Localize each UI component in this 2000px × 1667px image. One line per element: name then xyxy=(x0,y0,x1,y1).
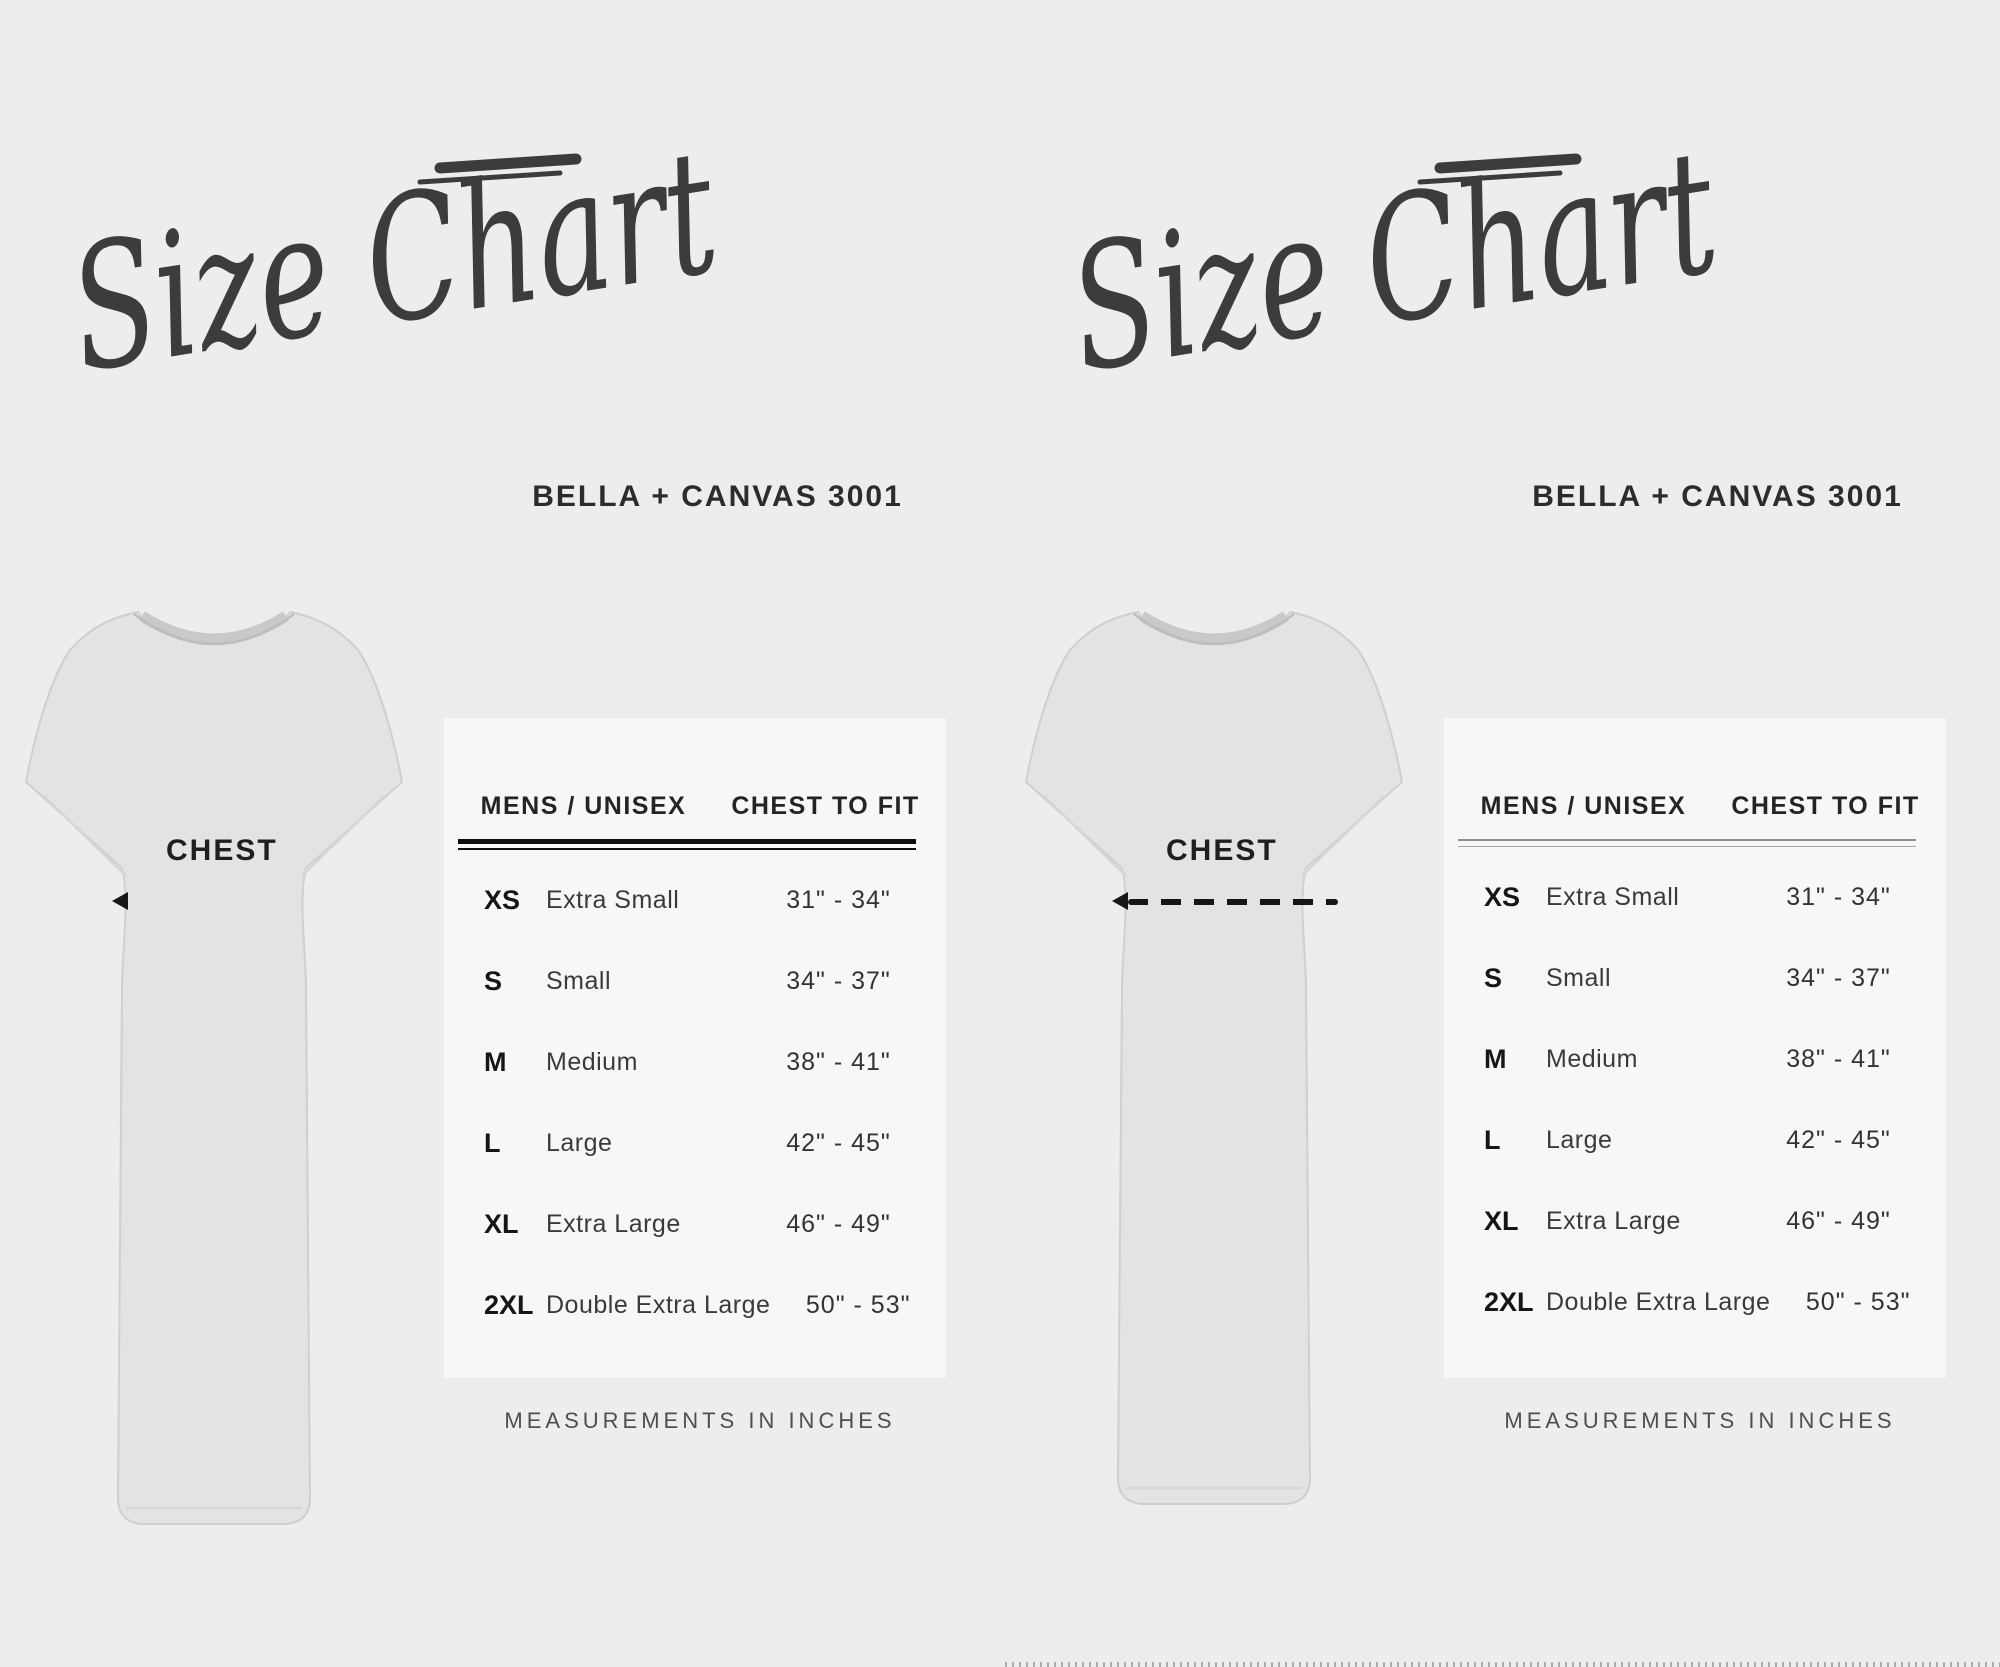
chest-range: 46" - 49" xyxy=(1786,1207,1891,1235)
size-table-header: MENS / UNISEX CHEST TO FIT xyxy=(444,718,946,821)
measurements-footnote: MEASUREMENTS IN INCHES xyxy=(504,1408,896,1433)
tshirt-sleeve-seam-left xyxy=(43,795,127,877)
script-title-text: Size Chart xyxy=(58,111,730,411)
tshirt-sleeve-seam-left xyxy=(1043,795,1127,877)
brand-heading: BELLA + CANVAS 3001 xyxy=(1532,480,1903,513)
table-row: M Medium 38" - 41" xyxy=(1444,1019,1946,1100)
chest-range: 38" - 41" xyxy=(786,1048,891,1076)
t-crossbar-stroke-2 xyxy=(1417,170,1563,185)
tshirt-sleeve-seam-right xyxy=(1301,795,1385,877)
tshirt-sleeve-seam-right xyxy=(301,795,385,877)
column-header-chest-to-fit: CHEST TO FIT xyxy=(731,792,920,820)
size-name: Medium xyxy=(1546,1045,1638,1073)
table-row: S Small 34" - 37" xyxy=(444,941,946,1022)
tshirt-silhouette xyxy=(1024,610,1404,1505)
table-row: XS Extra Small 31" - 34" xyxy=(1444,857,1946,938)
size-name: Small xyxy=(1546,964,1612,992)
size-abbr: M xyxy=(1484,1044,1507,1074)
size-abbr: XL xyxy=(1484,1206,1519,1236)
size-table-rows: XS Extra Small 31" - 34" S Small 34" - 37" M Me… xyxy=(444,860,946,1346)
table-row: XL Extra Large 46" - 49" xyxy=(1444,1181,1946,1262)
header-divider xyxy=(458,839,916,850)
column-header-chest-to-fit: CHEST TO FIT xyxy=(1731,792,1920,820)
size-abbr: XS xyxy=(1484,882,1521,912)
size-abbr: S xyxy=(1484,963,1503,993)
chest-label: CHEST xyxy=(1166,834,1278,867)
chest-arrow-icon xyxy=(1112,892,1128,910)
tshirt-silhouette xyxy=(24,610,404,1525)
chest-range: 50" - 53" xyxy=(1805,1288,1911,1316)
size-chart-panel-right: Size Chart CHEST BELLA + CANVAS 3001 MEN… xyxy=(1000,0,2000,1667)
size-name: Extra Small xyxy=(546,886,680,914)
size-name: Extra Small xyxy=(1546,883,1680,911)
chest-range: 46" - 49" xyxy=(786,1210,891,1238)
size-abbr: L xyxy=(484,1128,501,1158)
chest-label: CHEST xyxy=(166,834,278,867)
chest-range: 42" - 45" xyxy=(786,1129,891,1157)
chest-range: 31" - 34" xyxy=(786,886,891,914)
size-name: Double Extra Large xyxy=(1546,1288,1771,1316)
size-name: Extra Large xyxy=(546,1210,681,1238)
measurements-footnote: MEASUREMENTS IN INCHES xyxy=(1504,1408,1896,1433)
script-title-text: Size Chart xyxy=(1058,111,1730,411)
size-name: Small xyxy=(546,967,612,995)
size-abbr: XS xyxy=(484,885,521,915)
tshirt-collar xyxy=(1139,611,1289,645)
size-abbr: 2XL xyxy=(484,1290,534,1320)
tshirt-collar-seam xyxy=(1133,612,1295,646)
t-crossbar-stroke-2 xyxy=(417,170,563,185)
size-abbr: 2XL xyxy=(1484,1287,1534,1317)
chest-measure-line xyxy=(1128,899,1338,905)
table-row: L Large 42" - 45" xyxy=(444,1103,946,1184)
table-row: XL Extra Large 46" - 49" xyxy=(444,1184,946,1265)
script-title: Size Chart xyxy=(48,18,768,458)
column-header-mens-unisex: MENS / UNISEX xyxy=(1480,792,1687,820)
table-row: S Small 34" - 37" xyxy=(1444,938,1946,1019)
chest-range: 50" - 53" xyxy=(805,1291,911,1319)
size-abbr: XL xyxy=(484,1209,519,1239)
chest-range: 38" - 41" xyxy=(1786,1045,1891,1073)
table-row: XS Extra Small 31" - 34" xyxy=(444,860,946,941)
script-title: Size Chart xyxy=(1048,18,1768,458)
size-name: Large xyxy=(546,1129,613,1157)
size-table-header: MENS / UNISEX CHEST TO FIT xyxy=(1444,718,1946,821)
t-crossbar-stroke xyxy=(434,153,582,174)
size-abbr: M xyxy=(484,1047,507,1077)
size-chart-panel-left: Size Chart CHEST BELLA + CANVAS 3001 MEN… xyxy=(14,18,946,1570)
chest-range: 34" - 37" xyxy=(1786,964,1891,992)
size-name: Extra Large xyxy=(1546,1207,1681,1235)
size-name: Double Extra Large xyxy=(546,1291,771,1319)
size-name: Large xyxy=(1546,1126,1613,1154)
brand-heading: BELLA + CANVAS 3001 xyxy=(532,480,903,513)
tshirt-collar xyxy=(139,611,289,645)
chest-arrow-icon xyxy=(112,892,128,910)
size-table-rows: XS Extra Small 31" - 34" S Small 34" - 37" M Me… xyxy=(1444,857,1946,1343)
tshirt-collar-seam xyxy=(133,612,295,646)
table-row: M Medium 38" - 41" xyxy=(444,1022,946,1103)
tshirt-illustration xyxy=(14,570,414,1570)
chest-range: 34" - 37" xyxy=(786,967,891,995)
size-table: MENS / UNISEX CHEST TO FIT XS Extra Small… xyxy=(444,718,946,1378)
column-header-mens-unisex: MENS / UNISEX xyxy=(480,792,687,820)
bottom-edge-artifact xyxy=(1005,1662,2000,1667)
size-name: Medium xyxy=(546,1048,638,1076)
size-abbr: L xyxy=(1484,1125,1501,1155)
size-abbr: S xyxy=(484,966,503,996)
tshirt-illustration xyxy=(1014,570,1414,1570)
header-divider xyxy=(1458,839,1916,847)
chest-range: 31" - 34" xyxy=(1786,883,1891,911)
table-row: L Large 42" - 45" xyxy=(1444,1100,1946,1181)
table-row: 2XL Double Extra Large 50" - 53" xyxy=(444,1265,946,1346)
chest-range: 42" - 45" xyxy=(1786,1126,1891,1154)
size-table: MENS / UNISEX CHEST TO FIT XS Extra Small… xyxy=(1444,718,1946,1378)
table-row: 2XL Double Extra Large 50" - 53" xyxy=(1444,1262,1946,1343)
t-crossbar-stroke xyxy=(1434,153,1582,174)
